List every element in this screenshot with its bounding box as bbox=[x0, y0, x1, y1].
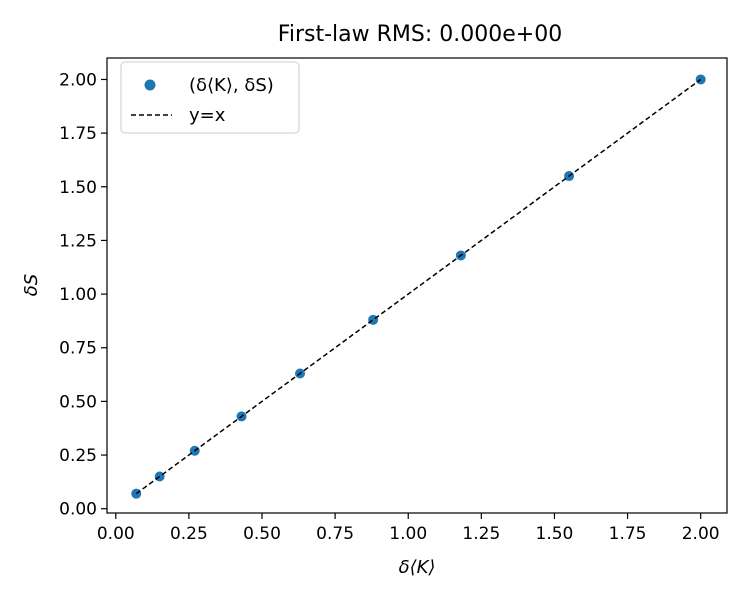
y-tick-label: 2.00 bbox=[59, 70, 97, 90]
y-tick-label: 0.25 bbox=[59, 446, 97, 466]
legend-label-yx: y=x bbox=[189, 105, 226, 126]
x-tick-label: 0.25 bbox=[170, 524, 208, 544]
legend-label-scatter: (δ⟨K⟩, δS) bbox=[189, 75, 274, 96]
series-layer bbox=[131, 74, 706, 499]
x-tick-label: 1.00 bbox=[389, 524, 427, 544]
x-tick-label: 1.25 bbox=[462, 524, 500, 544]
reference-line-yx bbox=[135, 78, 702, 495]
y-axis-ticks: 0.00 0.25 0.50 0.75 1.00 1.25 1.50 1.75 2.00 bbox=[59, 70, 107, 520]
plot-area bbox=[107, 58, 727, 513]
x-tick-label: 1.50 bbox=[536, 524, 574, 544]
legend: (δ⟨K⟩, δS) y=x bbox=[120, 61, 300, 134]
chart-title: First-law RMS: 0.000e+00 bbox=[278, 22, 562, 47]
scatter-point bbox=[368, 314, 379, 325]
y-tick-label: 0.50 bbox=[59, 392, 97, 412]
x-tick-label: 2.00 bbox=[682, 524, 720, 544]
y-tick-label: 1.00 bbox=[59, 285, 97, 305]
x-tick-label: 0.00 bbox=[97, 524, 135, 544]
x-axis-label: δ⟨K⟩ bbox=[399, 557, 436, 578]
scatter-point bbox=[154, 471, 165, 482]
y-tick-label: 0.00 bbox=[59, 500, 97, 520]
scatter-point bbox=[695, 74, 706, 85]
y-tick-label: 1.75 bbox=[59, 124, 97, 144]
y-tick-label: 1.50 bbox=[59, 178, 97, 198]
y-axis-label: δS bbox=[21, 274, 42, 296]
plot-frame bbox=[106, 57, 728, 514]
x-tick-label: 0.50 bbox=[243, 524, 281, 544]
x-tick-label: 1.75 bbox=[609, 524, 647, 544]
x-tick-label: 0.75 bbox=[316, 524, 354, 544]
legend-marker-scatter bbox=[144, 79, 156, 91]
x-axis-ticks: 0.00 0.25 0.50 0.75 1.00 1.25 1.50 1.75 2.00 bbox=[97, 513, 720, 544]
y-tick-label: 0.75 bbox=[59, 339, 97, 359]
y-tick-label: 1.25 bbox=[59, 231, 97, 251]
